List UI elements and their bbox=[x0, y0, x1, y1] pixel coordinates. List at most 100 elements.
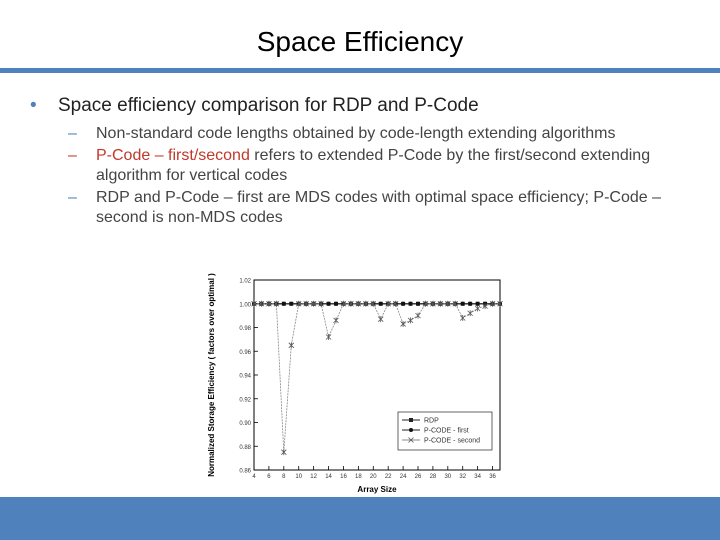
y-tick-label: 0.92 bbox=[239, 397, 251, 403]
data-point bbox=[489, 300, 496, 307]
data-point bbox=[281, 449, 287, 456]
sub-bullet-2: – P-Code – first/second refers to extend… bbox=[68, 146, 700, 186]
title-divider bbox=[0, 68, 720, 73]
y-tick-label: 0.90 bbox=[239, 421, 251, 427]
data-point bbox=[415, 312, 421, 319]
x-tick-label: 10 bbox=[295, 474, 302, 480]
data-point bbox=[348, 300, 354, 307]
bullet-main: • Space efficiency comparison for RDP an… bbox=[30, 94, 700, 118]
dash-icon: – bbox=[68, 147, 77, 164]
data-point bbox=[416, 301, 420, 306]
data-point bbox=[289, 301, 294, 306]
sub-bullet-list: – Non-standard code lengths obtained by … bbox=[30, 124, 700, 228]
x-tick-label: 34 bbox=[474, 474, 481, 480]
x-tick-label: 6 bbox=[267, 474, 271, 480]
y-tick-label: 1.00 bbox=[239, 302, 251, 308]
legend-marker bbox=[408, 437, 414, 443]
data-point bbox=[273, 300, 280, 307]
data-point bbox=[437, 300, 444, 307]
data-point bbox=[377, 316, 384, 323]
data-point bbox=[392, 300, 399, 307]
data-point bbox=[310, 300, 317, 307]
x-tick-label: 22 bbox=[385, 474, 392, 480]
x-tick-label: 8 bbox=[282, 474, 286, 480]
x-tick-label: 36 bbox=[489, 474, 496, 480]
bullet-main-text: Space efficiency comparison for RDP and … bbox=[58, 95, 479, 116]
data-point bbox=[288, 342, 295, 349]
data-point bbox=[378, 301, 383, 306]
data-point bbox=[340, 300, 347, 307]
x-tick-label: 14 bbox=[325, 474, 332, 480]
data-point bbox=[452, 300, 459, 307]
x-tick-label: 12 bbox=[310, 474, 317, 480]
legend-label: RDP bbox=[424, 418, 439, 425]
data-point bbox=[355, 300, 362, 307]
data-point bbox=[385, 300, 391, 307]
y-tick-label: 0.88 bbox=[239, 445, 251, 451]
data-point bbox=[333, 317, 339, 324]
data-point bbox=[258, 300, 265, 307]
data-point bbox=[460, 301, 465, 306]
x-tick-label: 30 bbox=[444, 474, 451, 480]
sub-bullet-2-highlight: P-Code – first/second bbox=[96, 147, 250, 164]
bullet-dot-icon: • bbox=[30, 95, 37, 116]
sub-bullet-1: – Non-standard code lengths obtained by … bbox=[68, 124, 700, 144]
data-point bbox=[334, 301, 338, 306]
data-point bbox=[400, 320, 406, 327]
data-point bbox=[467, 310, 473, 317]
y-tick-label: 1.02 bbox=[239, 279, 251, 285]
x-tick-label: 4 bbox=[252, 474, 256, 480]
data-point bbox=[430, 300, 436, 307]
data-point bbox=[459, 315, 466, 321]
sub-bullet-1-text: Non-standard code lengths obtained by co… bbox=[96, 125, 616, 142]
x-tick-label: 26 bbox=[415, 474, 422, 480]
legend-box bbox=[397, 411, 493, 451]
sub-bullet-3-text: RDP and P-Code – first are MDS codes wit… bbox=[96, 189, 661, 226]
data-point bbox=[251, 300, 257, 307]
y-tick-label: 0.94 bbox=[239, 374, 251, 380]
data-point bbox=[422, 300, 429, 307]
efficiency-chart-svg: 0.86 0.88 0.90 0.92 0.94 0.96 0.98 1.00 1.02 4 6 8… bbox=[207, 273, 503, 494]
x-axis-label: Array Size bbox=[357, 485, 397, 494]
data-point bbox=[303, 300, 309, 307]
data-point bbox=[468, 301, 473, 306]
y-axis-label: Normalized Storage Efficiency ( factors … bbox=[207, 273, 216, 477]
data-point bbox=[475, 301, 480, 306]
legend-label: P-CODE - first bbox=[424, 428, 469, 435]
efficiency-chart: 0.86 0.88 0.90 0.92 0.94 0.96 0.98 1.00 1.02 4 6 8… bbox=[196, 270, 506, 498]
data-point bbox=[370, 300, 377, 307]
data-point bbox=[295, 300, 302, 307]
data-point bbox=[401, 301, 406, 306]
data-point bbox=[363, 300, 369, 307]
series-line bbox=[254, 303, 500, 453]
slide-title: Space Efficiency bbox=[256, 26, 464, 57]
x-tick-label: 16 bbox=[340, 474, 347, 480]
data-point bbox=[497, 300, 503, 307]
data-point bbox=[482, 303, 488, 310]
y-tick-label: 0.98 bbox=[239, 326, 251, 332]
x-tick-label: 28 bbox=[430, 474, 437, 480]
bullet-list: • Space efficiency comparison for RDP an… bbox=[30, 94, 700, 230]
data-point bbox=[445, 300, 451, 307]
x-tick-label: 24 bbox=[400, 474, 407, 480]
legend-label: P-CODE - second bbox=[424, 438, 480, 445]
dash-icon: – bbox=[68, 189, 77, 206]
x-tick-label: 18 bbox=[355, 474, 362, 480]
dash-icon: – bbox=[68, 125, 77, 142]
data-point bbox=[407, 317, 414, 324]
data-point bbox=[318, 300, 324, 307]
x-tick-label: 32 bbox=[459, 474, 466, 480]
data-point bbox=[326, 301, 331, 306]
x-tick-label: 20 bbox=[370, 474, 377, 480]
data-point bbox=[266, 300, 272, 307]
footer-bar bbox=[0, 497, 720, 540]
data-point bbox=[281, 301, 286, 306]
y-tick-label: 0.86 bbox=[239, 469, 251, 475]
data-point bbox=[325, 334, 332, 340]
data-point bbox=[408, 301, 413, 306]
sub-bullet-2-text: refers to extended P-Code by the first/s… bbox=[96, 147, 651, 184]
legend-marker bbox=[409, 428, 413, 432]
legend-marker bbox=[409, 418, 413, 422]
data-point bbox=[474, 305, 481, 312]
y-tick-label: 0.96 bbox=[239, 350, 251, 356]
